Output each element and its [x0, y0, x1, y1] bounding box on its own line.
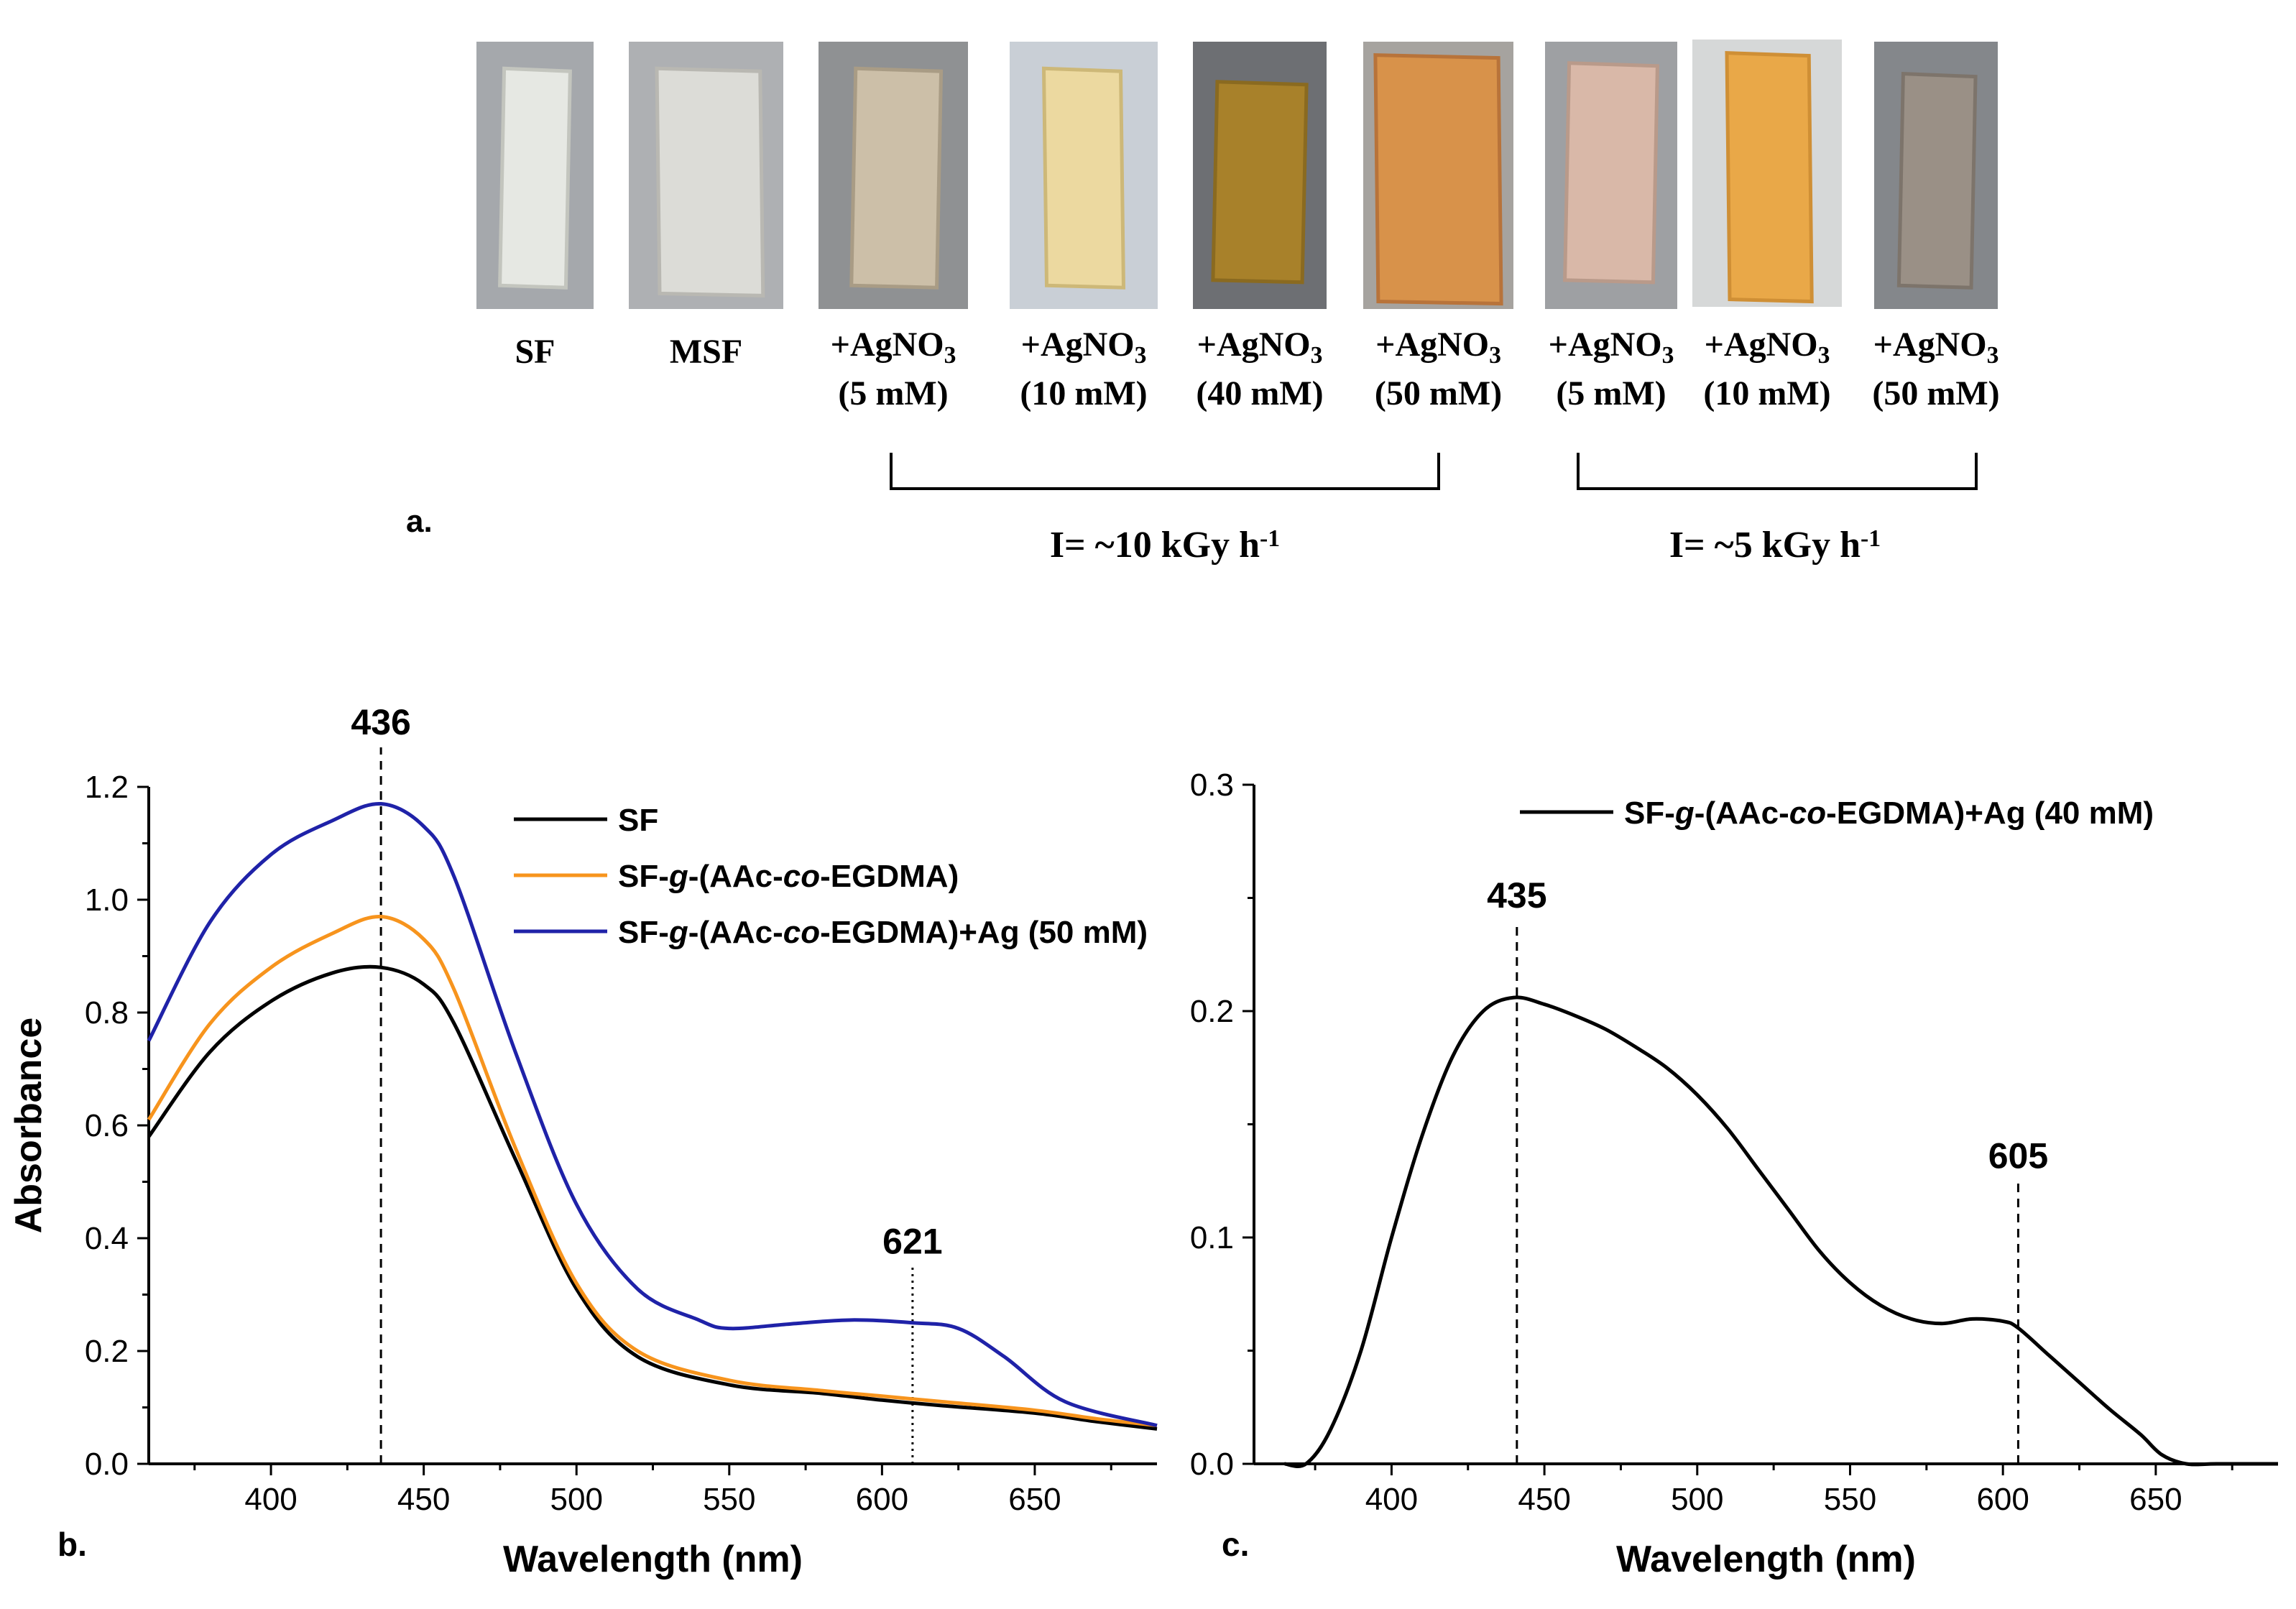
sample-concentration: (50 mM) [1375, 374, 1502, 412]
x-tick-label: 500 [550, 1482, 603, 1517]
x-tick-label: 400 [244, 1482, 297, 1517]
panel-a-label: a. [406, 504, 433, 539]
sample-concentration: (40 mM) [1196, 374, 1323, 412]
panel-b-label: b. [57, 1526, 87, 1563]
y-tick-label: 1.0 [85, 882, 129, 918]
x-tick-label: 600 [856, 1482, 908, 1517]
sample-concentration: (50 mM) [1872, 374, 1999, 412]
y-tick-label: 0.1 [1190, 1220, 1234, 1255]
sample-label: +AgNO3 [1021, 326, 1147, 369]
sample-concentration: (5 mM) [838, 374, 948, 412]
x-tick-label: 600 [1976, 1482, 2029, 1517]
legend-label: SF-g-(AAc-co-EGDMA) [618, 859, 959, 894]
y-tick-label: 0.2 [85, 1334, 129, 1369]
group-label-10kgy: I= ~10 kGy h-1 [1050, 525, 1280, 566]
bracket-10kgy [890, 453, 1440, 490]
y-tick-label: 0.2 [1190, 994, 1234, 1029]
x-axis-label: Wavelength (nm) [503, 1539, 803, 1580]
sample-concentration: (10 mM) [1020, 374, 1147, 412]
x-tick-label: 450 [397, 1482, 450, 1517]
panel-c-label: c. [1222, 1526, 1249, 1563]
legend-label: SF-g-(AAc-co-EGDMA)+Ag (40 mM) [1624, 796, 2154, 831]
film-sample [498, 66, 572, 290]
x-axis-label: Wavelength (nm) [1616, 1539, 1916, 1580]
x-tick-label: 650 [1008, 1482, 1061, 1517]
sample-label: +AgNO3 [1375, 326, 1501, 369]
film-sample [1563, 61, 1659, 285]
sample-label: +AgNO3 [1705, 326, 1830, 369]
x-tick-label: 550 [1824, 1482, 1876, 1517]
film-sample [1373, 53, 1503, 306]
sample-label: +AgNO3 [1197, 326, 1323, 369]
film-sample [655, 66, 765, 298]
film-sample [849, 66, 944, 290]
panel-a-photos: SF MSF +AgNO3 (5 mM) +AgNO3 (10 mM) +AgNO3 (40 … [476, 40, 2000, 412]
x-tick-label: 450 [1518, 1482, 1570, 1517]
legend-label: SF [618, 803, 658, 838]
series-line [1284, 995, 2278, 1468]
sample-label: +AgNO3 [1873, 326, 1999, 369]
legend-label: SF-g-(AAc-co-EGDMA)+Ag (50 mM) [618, 915, 1148, 950]
film-sample [1896, 72, 1978, 290]
x-tick-label: 400 [1365, 1482, 1418, 1517]
y-tick-label: 0.6 [85, 1108, 129, 1143]
y-tick-label: 1.2 [85, 770, 129, 805]
chart-b: 400 450 500 550 600 650 0.0 0.2 0.4 0.6 0.8 1.0 1.2 W… [8, 702, 1158, 1580]
peak-label: 621 [882, 1221, 942, 1261]
x-tick-label: 550 [703, 1482, 755, 1517]
x-tick-label: 500 [1671, 1482, 1723, 1517]
series-line [147, 802, 1158, 1428]
sample-label: +AgNO3 [831, 326, 956, 369]
y-tick-label: 0.4 [85, 1221, 129, 1256]
peak-label: 436 [351, 702, 410, 742]
chart-c: 400 450 500 550 600 650 0.0 0.1 0.2 0.3 Wavelength… [1190, 767, 2278, 1580]
series-line [147, 964, 1158, 1431]
y-tick-label: 0.3 [1190, 767, 1234, 803]
peak-label: 435 [1487, 875, 1546, 916]
bracket-5kgy [1577, 453, 1978, 490]
series-line [147, 915, 1158, 1428]
sample-label: +AgNO3 [1549, 326, 1674, 369]
group-label-5kgy: I= ~5 kGy h-1 [1669, 525, 1881, 566]
y-tick-label: 0.8 [85, 995, 129, 1031]
y-tick-label: 0.0 [85, 1447, 129, 1482]
film-sample [1725, 51, 1814, 304]
x-tick-label: 650 [2129, 1482, 2182, 1517]
sample-label: MSF [670, 333, 742, 371]
film-sample [1211, 80, 1309, 285]
sample-label: SF [515, 333, 555, 371]
film-sample [1041, 66, 1126, 290]
sample-concentration: (5 mM) [1556, 374, 1666, 412]
sample-concentration: (10 mM) [1703, 374, 1830, 412]
peak-label: 605 [1988, 1135, 2048, 1176]
y-axis-label: Absorbance [8, 1018, 50, 1234]
y-tick-label: 0.0 [1190, 1447, 1234, 1482]
